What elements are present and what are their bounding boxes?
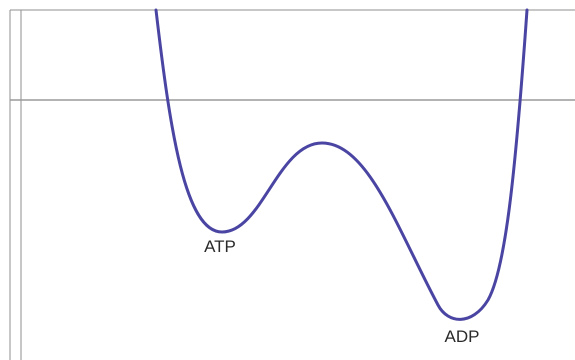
atp-label: ATP [204, 237, 236, 256]
potential-energy-curve [154, 8, 529, 321]
frame [9, 9, 575, 360]
adp-label: ADP [445, 327, 480, 346]
